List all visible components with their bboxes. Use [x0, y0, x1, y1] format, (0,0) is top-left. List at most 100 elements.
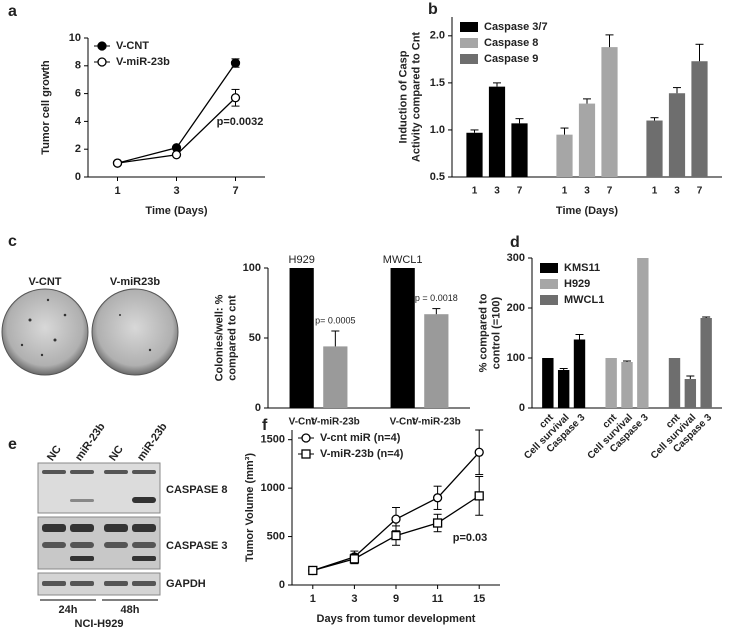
cell-line: NCI-H929 — [75, 618, 124, 630]
y-axis-label: Tumor Volume (mm³) — [244, 453, 256, 562]
lane-label: NC — [45, 443, 64, 463]
y-tick-label: 6 — [75, 88, 81, 100]
bands — [42, 470, 156, 586]
x-tick-label: 1 — [114, 185, 120, 197]
lane-label: miR-23b — [73, 421, 108, 464]
point — [349, 554, 360, 564]
bar — [556, 134, 573, 177]
legend-label: MWCL1 — [564, 294, 604, 306]
legend-label: Caspase 3/7 — [484, 21, 548, 33]
x-tick-label: V-miR-23b — [311, 417, 360, 428]
legend-label: KMS11 — [564, 262, 600, 274]
point — [230, 93, 241, 103]
legend-swatch — [460, 22, 478, 32]
group-label: MWCL1 — [383, 254, 423, 266]
y-axis-label: % compared tocontrol (=100) — [477, 293, 502, 372]
x-tick-label: 3 — [351, 593, 357, 605]
y-tick-label: 1.0 — [430, 124, 445, 136]
blot: e NC miR-23b NC miR-23b CASPASE 8 CASPAS… — [8, 421, 228, 630]
y-axis-label: Tumor cell growth — [40, 60, 52, 155]
panel-letter: c — [8, 233, 17, 250]
y-tick-label: 2.0 — [430, 30, 445, 42]
y-tick-label: 10 — [69, 32, 81, 44]
point — [474, 447, 484, 457]
y-tick-label: 100 — [507, 352, 525, 364]
colonies — [20, 298, 152, 357]
y-tick-label: 0 — [75, 171, 81, 183]
band-label: GAPDH — [166, 578, 206, 590]
y-tick-label: 500 — [267, 530, 285, 542]
bar — [646, 120, 663, 177]
legend-label: Caspase 8 — [484, 37, 538, 49]
legend-label: V-miR-23b (n=4) — [320, 448, 404, 460]
annotation: p = 0.0018 — [415, 293, 458, 303]
bar — [605, 358, 617, 408]
y-tick-label: 300 — [507, 252, 525, 264]
blot-panel — [37, 572, 161, 596]
y-axis-label: Induction of CaspActivity compared to Cn… — [397, 32, 422, 163]
bar — [684, 379, 697, 408]
point — [112, 158, 123, 168]
point — [230, 58, 241, 68]
legend-swatch — [540, 295, 558, 305]
y-tick-label: 100 — [243, 262, 261, 274]
bar — [668, 358, 681, 408]
y-tick-label: 4 — [75, 115, 82, 127]
y-tick-label: 1000 — [261, 482, 285, 494]
y-tick-label: 1.5 — [430, 77, 445, 89]
point — [308, 565, 318, 576]
x-axis-label: Time (Days) — [145, 205, 207, 217]
legend-marker — [97, 57, 107, 67]
bar — [573, 339, 586, 408]
x-tick-label: V-Cnt — [289, 417, 316, 428]
bar — [668, 93, 686, 177]
bar — [542, 358, 554, 408]
group-label: H929 — [289, 254, 315, 266]
bar — [578, 103, 596, 177]
y-tick-label: 0 — [519, 402, 525, 414]
x-axis-label: Time (Days) — [556, 205, 618, 217]
legend-swatch — [460, 54, 478, 64]
panel-letter: d — [510, 234, 520, 251]
x-axis-label: Days from tumor development — [317, 613, 476, 625]
bar — [621, 362, 633, 408]
y-tick-label: 0.5 — [430, 171, 445, 183]
plates: V-CNT V-miR23b — [1, 276, 179, 376]
x-tick-label: 1 — [652, 186, 658, 197]
bar — [511, 123, 528, 177]
x-tick-label: 15 — [473, 593, 485, 605]
x-tick-label: 7 — [697, 186, 703, 197]
y-axis-label: Colonies/well: %compared to cnt — [213, 294, 238, 381]
y-tick-label: 0 — [279, 579, 285, 591]
annotation: p=0.03 — [453, 532, 488, 544]
y-tick-label: 200 — [507, 302, 525, 314]
x-tick-label: 7 — [232, 185, 238, 197]
legend-label: V-CNT — [116, 40, 149, 52]
point — [171, 150, 182, 160]
plate-label: V-CNT — [29, 276, 62, 288]
panel-letter: b — [428, 1, 438, 18]
point — [474, 491, 484, 501]
point — [432, 493, 443, 503]
legend-swatch — [540, 263, 558, 273]
x-tick-label: 3 — [173, 185, 179, 197]
x-tick-label: 3 — [674, 186, 680, 197]
annotation: p= 0.0005 — [315, 315, 355, 325]
y-tick-label: 0 — [255, 402, 261, 414]
x-tick-label: 9 — [393, 593, 399, 605]
y-tick-label: 2 — [75, 143, 81, 155]
annotation: p=0.0032 — [217, 116, 264, 128]
x-tick-label: V-Cnt — [390, 417, 417, 428]
legend-marker — [301, 449, 311, 459]
legend-marker — [301, 433, 311, 443]
bar — [637, 258, 649, 408]
x-tick-label: V-miR-23b — [412, 417, 461, 428]
legend-label: H929 — [564, 278, 590, 290]
x-tick-label: 1 — [310, 593, 316, 605]
bar — [700, 318, 712, 408]
legend-label: V-miR-23b — [116, 56, 170, 68]
timepoint: 48h — [121, 604, 140, 616]
bar — [289, 268, 314, 408]
panel-letter: a — [8, 3, 17, 20]
